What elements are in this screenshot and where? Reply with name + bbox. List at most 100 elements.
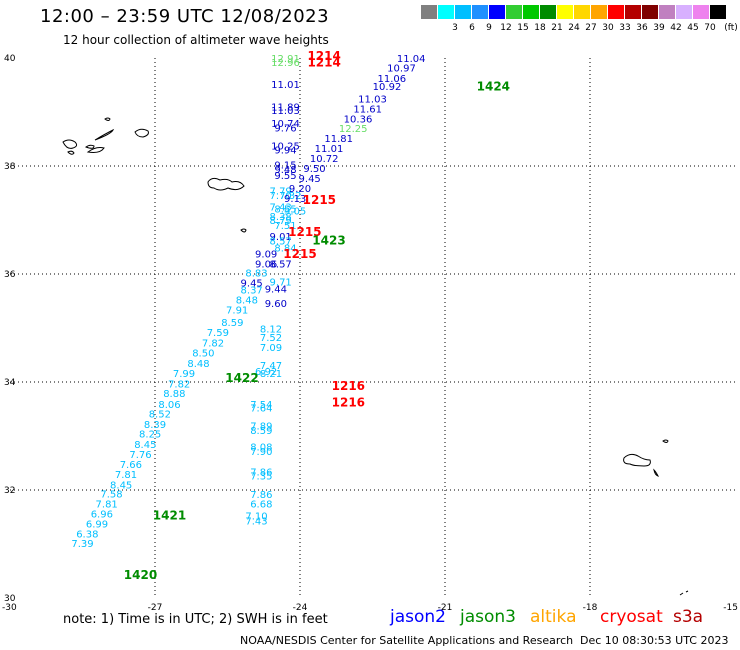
wave-height-label: 7.66 <box>120 460 142 471</box>
legend-swatch <box>438 5 455 19</box>
pass-time-label: 1423 <box>312 233 345 247</box>
lat-tick-label: 36 <box>4 270 16 280</box>
wave-height-label: 8.59 <box>221 318 243 329</box>
generated-timestamp: Dec 10 08:30:53 UTC 2023 <box>580 634 729 647</box>
legend-tick-label: 12 <box>500 23 512 33</box>
wave-height-label: 7.43 <box>245 517 267 528</box>
wave-height-label: 12.25 <box>339 124 368 135</box>
wave-height-values: 12.9112.9611.0111.8911.0310.749.7610.259… <box>71 54 425 550</box>
wave-height-label: 11.04 <box>397 54 426 65</box>
footer-note: note: 1) Time is in UTC; 2) SWH is in fe… <box>63 612 328 627</box>
lon-tick-label: -15 <box>723 603 738 613</box>
wave-height-label: 9.76 <box>274 123 296 134</box>
wave-height-label: 7.70 <box>270 191 292 202</box>
pass-time-label: 1216 <box>332 379 365 393</box>
pass-time-label: 1422 <box>225 371 258 385</box>
legend-swatch <box>591 5 608 19</box>
wave-height-label: 7.86 <box>250 490 272 501</box>
legend-swatch <box>710 5 727 19</box>
wave-height-label: 7.89 <box>250 422 272 433</box>
legend-swatch <box>642 5 659 19</box>
wave-height-label: 7.09 <box>260 343 282 354</box>
wave-height-label: 8.06 <box>158 400 180 411</box>
island-madeira <box>623 453 651 467</box>
wave-height-label: 8.45 <box>110 480 132 491</box>
wave-height-label: 11.01 <box>271 80 300 91</box>
legend-swatch <box>455 5 472 19</box>
legend-tick-label: 6 <box>469 23 475 33</box>
wave-height-label: 9.48 <box>274 165 296 176</box>
lon-tick-label: -24 <box>293 603 308 613</box>
lon-tick-label: -27 <box>148 603 163 613</box>
wave-height-label: 7.39 <box>71 539 93 550</box>
legend-jason2: jason2 <box>390 607 446 627</box>
pass-time-label: 1424 <box>477 79 510 93</box>
wave-height-label: 8.79 <box>270 216 292 227</box>
wave-height-label: 9.09 <box>255 249 277 260</box>
wave-height-label: 7.82 <box>202 338 224 349</box>
wave-height-label: 7.59 <box>207 328 229 339</box>
wave-height-label: 11.03 <box>271 106 300 117</box>
wave-height-label: 9.44 <box>265 284 287 295</box>
legend-swatch <box>421 5 438 19</box>
wave-height-label: 9.06 <box>255 260 277 271</box>
wave-height-label: 8.25 <box>139 430 161 441</box>
legend-swatch <box>557 5 574 19</box>
wave-height-label: 9.20 <box>289 184 311 195</box>
legend-s3a: s3a <box>673 607 704 627</box>
pass-time-label: 1420 <box>124 568 157 582</box>
wave-height-label: 8.83 <box>245 269 267 280</box>
wave-height-label: 8.50 <box>192 349 214 360</box>
pass-time-label: 1216 <box>332 395 365 409</box>
legend-swatch <box>676 5 693 19</box>
legend-tick-label: 36 <box>636 23 648 33</box>
legend-swatch <box>489 5 506 19</box>
legend-altika: altika <box>530 607 577 627</box>
island-selvagens <box>679 590 689 596</box>
wave-height-label: 11.61 <box>353 105 382 116</box>
wave-height-label: 7.79 <box>270 187 292 198</box>
wave-height-label: 7.47 <box>260 361 282 372</box>
wave-height-label: 11.03 <box>358 94 387 105</box>
wave-height-label: 8.37 <box>241 285 263 296</box>
legend-swatch <box>523 5 540 19</box>
wave-height-label: 7.76 <box>129 450 151 461</box>
wave-height-label: 11.89 <box>271 102 300 113</box>
wave-height-label: 9.15 <box>274 161 296 172</box>
wave-height-label: 10.74 <box>271 119 300 130</box>
wave-height-label: 9.71 <box>270 277 292 288</box>
pass-time-label: 1215 <box>303 193 336 207</box>
wave-height-label: 7.35 <box>250 472 272 483</box>
wave-height-label: 8.45 <box>134 440 156 451</box>
wave-height-label: 7.10 <box>245 512 267 523</box>
wave-height-label: 11.06 <box>378 74 407 85</box>
island-faial <box>84 144 95 149</box>
wave-height-label: 8.57 <box>270 236 292 247</box>
wave-height-label: 6.92 <box>255 367 277 378</box>
island-corvo <box>67 150 75 155</box>
pass-time-label: 1421 <box>153 509 186 523</box>
wave-height-label: 8.39 <box>144 420 166 431</box>
island-sao-jorge <box>94 128 115 141</box>
islands-layer <box>62 117 689 596</box>
wave-height-label: 8.55 <box>274 204 296 215</box>
legend-tick-label: 15 <box>517 23 529 33</box>
tick-labels: -30 -27 -24 -21 -18 -15 40 38 36 34 32 30 <box>2 54 738 613</box>
legend-swatch <box>608 5 625 19</box>
legend-swatch <box>693 5 710 19</box>
legend-tick-label: 45 <box>687 23 699 33</box>
lat-tick-label: 34 <box>4 378 16 388</box>
pass-time-label: 1214 <box>307 49 340 63</box>
wave-height-label: 6.38 <box>76 530 98 541</box>
wave-height-label: 7.82 <box>168 379 190 390</box>
map-frame <box>10 58 735 598</box>
island-porto-santo <box>662 439 669 443</box>
wave-height-label: 6.96 <box>91 510 113 521</box>
island-santa-maria <box>240 228 247 233</box>
wave-height-label: 8.88 <box>163 389 185 400</box>
pass-time-label: 1215 <box>283 247 316 261</box>
wave-height-label: 8.59 <box>250 426 272 437</box>
lat-tick-label: 38 <box>4 162 16 172</box>
wave-height-label: 8.84 <box>274 243 296 254</box>
wave-height-label: 9.50 <box>303 164 325 175</box>
